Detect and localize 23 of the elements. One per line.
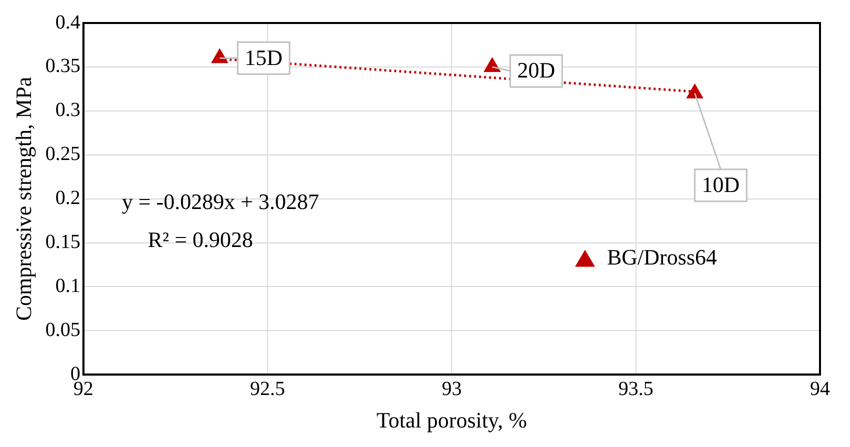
y-tick-label: 0.05 [45,318,80,341]
y-tick-label: 0.2 [55,187,80,210]
y-tick-label: 0.3 [55,99,80,122]
legend-label: BG/Dross64 [607,244,718,270]
y-tick-label: 0.15 [45,231,80,253]
x-tick-label: 94 [810,378,830,400]
x-tick-label: 93.5 [618,378,654,400]
y-tick-label: 0.25 [45,143,80,166]
point [211,48,228,64]
x-tick-label: 92.5 [250,378,286,400]
y-axis-title: Compressive strength, MPa [10,76,36,321]
x-axis-title: Total porosity, % [376,408,527,433]
annotation: 20D [517,58,556,83]
y-tick-label: 0.4 [55,11,80,34]
annotation: R² = 0.9028 [148,226,253,252]
y-tick-label: 0.1 [55,274,80,297]
x-tick-label: 93 [442,378,462,400]
annotation: 10D [702,172,740,198]
annotation: y = -0.0289x + 3.0287 [122,188,319,214]
annotation: 15D [244,44,283,70]
point [484,57,501,72]
point [686,84,704,98]
y-tick-label: 0.35 [45,55,80,78]
